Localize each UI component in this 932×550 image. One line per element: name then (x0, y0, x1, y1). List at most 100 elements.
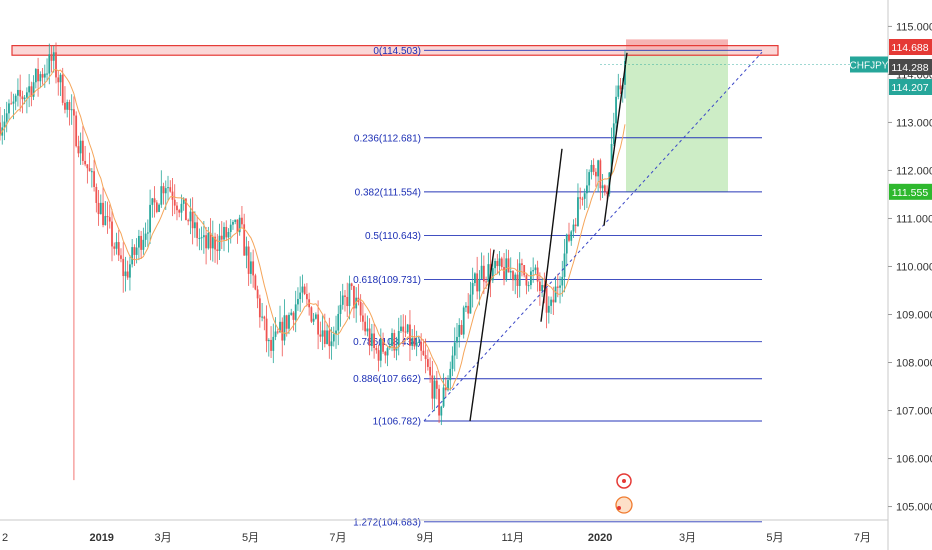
candle-body (586, 185, 588, 194)
candle-body (126, 271, 129, 278)
candle-body (209, 232, 212, 249)
candle-body (70, 109, 73, 111)
candle-body (312, 318, 315, 322)
candle-body (413, 338, 416, 347)
candle-body (429, 366, 432, 376)
candle-body (435, 380, 438, 389)
candle-body (588, 172, 591, 186)
candle-body (447, 380, 449, 391)
candle-body (353, 286, 355, 309)
candle-body (267, 339, 270, 342)
candle-body (202, 235, 205, 238)
candle-body (599, 160, 602, 189)
candle-body (433, 380, 436, 399)
candle-body (397, 331, 400, 348)
candle-body (299, 292, 302, 299)
candle-body (140, 235, 143, 250)
candle-body (8, 103, 10, 114)
candle-body (368, 328, 371, 346)
candle-body (377, 350, 380, 361)
price-badge (889, 39, 932, 55)
price-tick-label: 112.000 (896, 165, 932, 177)
candle-body (124, 271, 127, 277)
candle-body (252, 261, 255, 276)
candle-body (478, 278, 481, 292)
price-badge-label: 114.288 (891, 62, 928, 74)
candle-body (366, 328, 369, 332)
candle-body (23, 97, 26, 100)
candle-body (247, 246, 250, 274)
candle-body (37, 69, 39, 82)
candle-body (370, 333, 373, 346)
candle-body (395, 347, 398, 351)
symbol-badge-label: CHFJPY (850, 60, 889, 71)
candle-body (321, 330, 324, 337)
price-tick-label: 111.000 (896, 213, 932, 225)
candle-body (375, 348, 378, 351)
price-badge-label: 114.688 (891, 42, 928, 54)
candle-body (169, 187, 172, 192)
candle-body (227, 232, 230, 238)
fib-level-label: 1(106.782) (373, 416, 421, 427)
candle-body (426, 359, 429, 367)
candle-body (507, 258, 510, 273)
candle-body (422, 350, 425, 356)
candle-body (229, 224, 232, 233)
candle-body (104, 216, 107, 226)
candle-body (162, 186, 165, 194)
candle-body (274, 331, 277, 337)
candle-body (79, 140, 82, 154)
candle-body (46, 73, 48, 75)
candle-body (574, 224, 577, 227)
event-marker-icon (615, 496, 633, 514)
candle-body (265, 318, 268, 342)
stop-loss-zone (626, 39, 728, 51)
candle-body (480, 265, 483, 279)
candle-body (261, 316, 263, 318)
candle-body (458, 324, 461, 337)
candle-body (319, 334, 322, 337)
candle-body (41, 74, 44, 78)
candle-body (249, 261, 252, 274)
candle-body (409, 324, 411, 346)
candle-body (135, 247, 138, 255)
price-tick-label: 110.000 (896, 261, 932, 273)
candle-body (577, 197, 579, 227)
candle-body (81, 140, 84, 161)
candle-body (512, 271, 514, 281)
candle-body (90, 171, 93, 173)
candle-body (84, 160, 87, 165)
candle-body (391, 333, 393, 346)
candle-body (617, 85, 620, 97)
candle-body (258, 298, 261, 318)
candle-body (176, 205, 178, 211)
candle-body (223, 226, 225, 240)
candle-body (487, 264, 490, 283)
candle-body (243, 224, 246, 256)
candle-body (615, 96, 617, 124)
time-tick-label: 7月 (329, 532, 346, 544)
time-tick-label: 3月 (155, 532, 172, 544)
candle-body (57, 77, 60, 83)
candle-body (411, 338, 414, 346)
price-tick-label: 105.000 (896, 502, 932, 514)
candle-body (122, 258, 125, 277)
candle-body (196, 222, 199, 239)
candle-body (462, 307, 465, 335)
candle-body (536, 267, 539, 282)
candle-body (117, 242, 120, 256)
candle-body (232, 221, 234, 225)
price-badge-label: 111.555 (892, 187, 929, 199)
candle-body (73, 109, 75, 116)
candle-body (75, 115, 78, 147)
price-tick-label: 108.000 (896, 358, 932, 370)
candle-body (66, 102, 69, 110)
candle-body (359, 301, 362, 316)
candle-body (151, 198, 154, 205)
candle-body (554, 286, 557, 303)
candle-body (205, 235, 207, 249)
candle-body (424, 355, 427, 360)
candle-body (137, 235, 140, 248)
candle-body (50, 54, 53, 61)
